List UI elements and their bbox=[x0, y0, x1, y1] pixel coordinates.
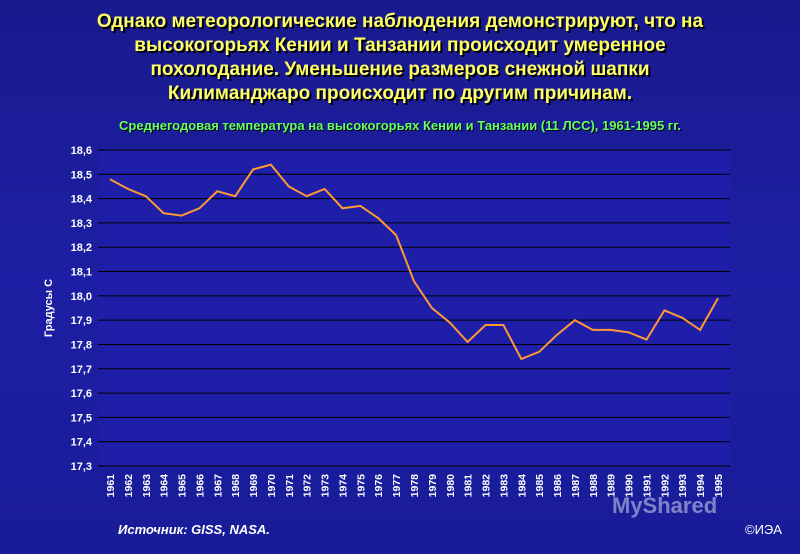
x-tick-label: 1965 bbox=[177, 474, 189, 498]
x-tick-label: 1972 bbox=[302, 474, 314, 498]
headline-line: Килиманджаро происходит по другим причин… bbox=[167, 83, 633, 104]
y-tick-label: 17,8 bbox=[71, 339, 92, 351]
y-tick-label: 18,4 bbox=[71, 194, 93, 206]
x-tick-label: 1967 bbox=[212, 474, 224, 498]
x-tick-labels: 1961 1962 1963 1964 1965 1966 1967 1968 1969 1970… bbox=[105, 474, 725, 498]
y-tick-label: 17,5 bbox=[71, 412, 92, 424]
x-tick-label: 1994 bbox=[695, 474, 707, 498]
x-tick-label: 1980 bbox=[445, 474, 457, 498]
source-note: Источник: GISS, NASA. bbox=[118, 522, 270, 537]
x-tick-label: 1993 bbox=[677, 474, 689, 498]
x-tick-label: 1987 bbox=[570, 474, 582, 498]
y-tick-label: 18,6 bbox=[71, 145, 92, 157]
y-axis-label: Градусы С bbox=[43, 279, 55, 337]
x-tick-label: 1961 bbox=[105, 474, 117, 498]
x-tick-label: 1979 bbox=[427, 474, 439, 498]
y-tick-label: 17,7 bbox=[71, 364, 92, 376]
x-tick-label: 1963 bbox=[141, 474, 153, 498]
watermark-logo: MyShared bbox=[612, 493, 718, 518]
x-tick-label: 1977 bbox=[391, 474, 403, 498]
x-tick-label: 1995 bbox=[713, 474, 725, 498]
x-tick-label: 1964 bbox=[159, 474, 171, 498]
x-tick-label: 1973 bbox=[320, 474, 332, 498]
y-tick-label: 18,0 bbox=[71, 291, 92, 303]
x-tick-label: 1966 bbox=[194, 474, 206, 498]
x-tick-label: 1974 bbox=[337, 474, 349, 498]
x-tick-label: 1981 bbox=[463, 474, 475, 498]
y-tick-label: 17,3 bbox=[71, 461, 92, 473]
headline-line: Однако метеорологические наблюдения демо… bbox=[96, 11, 704, 32]
x-tick-label: 1989 bbox=[606, 474, 618, 498]
x-tick-label: 1968 bbox=[230, 474, 242, 498]
headline-line: похолодание. Уменьшение размеров снежной… bbox=[150, 59, 650, 80]
y-tick-label: 17,6 bbox=[71, 388, 92, 400]
x-tick-label: 1982 bbox=[481, 474, 493, 498]
slide-headline: Однако метеорологические наблюдения демо… bbox=[0, 10, 800, 106]
x-tick-label: 1984 bbox=[516, 474, 528, 498]
y-tick-label: 18,2 bbox=[71, 242, 92, 254]
y-tick-label: 18,5 bbox=[71, 169, 92, 181]
y-tick-label: 18,1 bbox=[71, 267, 92, 279]
x-tick-label: 1990 bbox=[624, 474, 636, 498]
x-tick-label: 1970 bbox=[266, 474, 278, 498]
copyright-note: ©ИЭА bbox=[745, 522, 782, 537]
x-tick-label: 1962 bbox=[123, 474, 135, 498]
x-tick-label: 1969 bbox=[248, 474, 260, 498]
x-tick-label: 1986 bbox=[552, 474, 564, 498]
series-line bbox=[109, 163, 719, 361]
x-tick-label: 1988 bbox=[588, 474, 600, 498]
headline-line: высокогорьях Кении и Танзании происходит… bbox=[134, 35, 666, 56]
x-tick-label: 1975 bbox=[355, 474, 367, 498]
x-tick-label: 1971 bbox=[284, 474, 296, 498]
y-tick-labels: 17,3 17,4 17,5 17,6 17,7 17,8 17,9 18,0 18,1 18,2… bbox=[71, 145, 93, 473]
plot-area bbox=[98, 150, 730, 466]
y-tick-label: 17,9 bbox=[71, 315, 92, 327]
x-tick-label: 1985 bbox=[534, 474, 546, 498]
x-tick-label: 1991 bbox=[641, 474, 653, 498]
y-tick-label: 17,4 bbox=[71, 437, 93, 449]
x-tick-label: 1976 bbox=[373, 474, 385, 498]
x-tick-label: 1992 bbox=[659, 474, 671, 498]
grid-lines bbox=[98, 149, 730, 467]
chart-title: Среднегодовая температура на высокогорья… bbox=[119, 118, 681, 133]
y-tick-label: 18,3 bbox=[71, 218, 92, 230]
x-tick-label: 1978 bbox=[409, 474, 421, 498]
x-tick-label: 1983 bbox=[498, 474, 510, 498]
